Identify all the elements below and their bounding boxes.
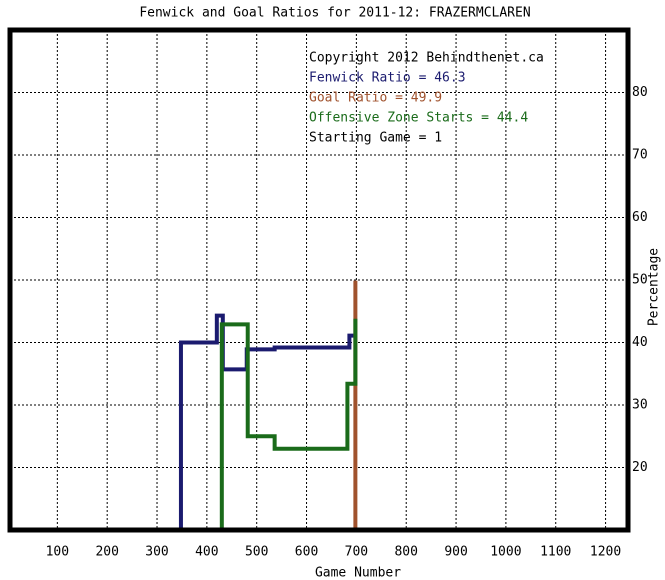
x-tick-label: 400 <box>195 545 218 560</box>
y-tick-label: 20 <box>632 460 648 475</box>
series-line <box>219 318 358 530</box>
plot-frame <box>7 27 631 533</box>
x-tick-label: 1100 <box>540 545 571 560</box>
y-axis-label: Percentage <box>647 248 662 326</box>
x-tick-label: 600 <box>295 545 318 560</box>
x-tick-label: 100 <box>46 545 69 560</box>
legend-entry: Goal Ratio = 49.9 <box>309 91 442 106</box>
x-tick-label: 500 <box>245 545 268 560</box>
x-tick-label: 900 <box>444 545 467 560</box>
y-tick-label: 40 <box>632 335 648 350</box>
x-tick-label: 800 <box>394 545 417 560</box>
legend-entry: Offensive Zone Starts = 44.4 <box>309 111 528 126</box>
annotation: Copyright 2012 Behindthenet.ca <box>309 51 544 66</box>
x-axis-label: Game Number <box>315 566 401 580</box>
chart-title: Fenwick and Goal Ratios for 2011-12: FRA… <box>139 6 530 21</box>
y-tick-label: 30 <box>632 398 648 413</box>
x-tick-label: 300 <box>145 545 168 560</box>
y-tick-label: 50 <box>632 273 648 288</box>
y-tick-label: 60 <box>632 210 648 225</box>
x-tick-label: 1000 <box>490 545 521 560</box>
annotation: Starting Game = 1 <box>309 131 442 146</box>
x-tick-label: 1200 <box>590 545 621 560</box>
y-tick-label: 70 <box>632 148 648 163</box>
x-tick-label: 200 <box>95 545 118 560</box>
y-tick-label: 80 <box>632 85 648 100</box>
legend-entry: Fenwick Ratio = 46.3 <box>309 71 466 86</box>
x-tick-label: 700 <box>345 545 368 560</box>
